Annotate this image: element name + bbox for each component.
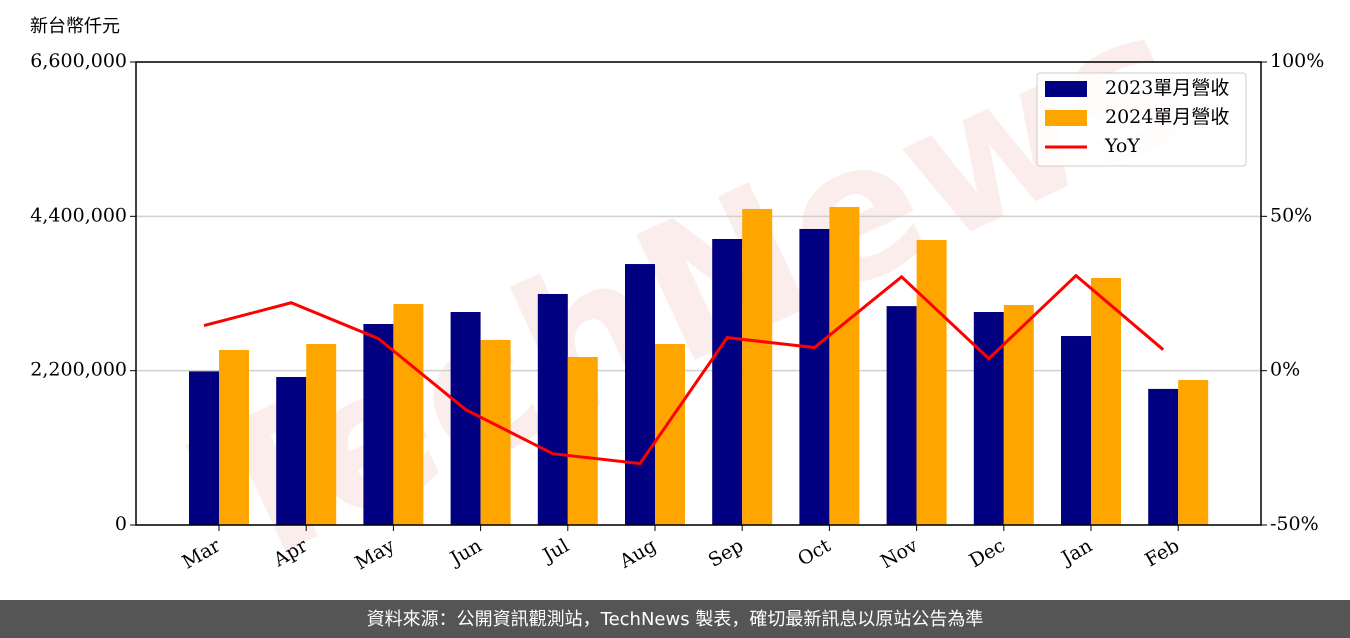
bar (712, 238, 743, 525)
legend-swatch (1045, 81, 1087, 97)
legend-box (1036, 72, 1247, 167)
bar (276, 376, 307, 525)
bar (625, 264, 655, 525)
bar (916, 239, 947, 525)
legend-label: 2024單月營收 (1105, 106, 1229, 128)
bar (450, 312, 481, 525)
footer: 資料來源：公開資訊觀測站，TechNews 製表，確切最新訊息以原站公告為準 (367, 609, 984, 630)
legend-label: YoY (1104, 135, 1140, 157)
bar (1003, 305, 1034, 525)
bar (1061, 336, 1091, 525)
x-tick-label: Sep (705, 535, 748, 572)
bar (973, 312, 1004, 525)
bar (393, 304, 424, 525)
y2-tick-label: 50% (1270, 204, 1312, 226)
x-tick-label: Feb (1141, 535, 1183, 572)
y2-tick-label: 100% (1270, 50, 1324, 72)
y-tick-label: 0 (115, 513, 127, 535)
bar (742, 208, 773, 526)
yoy-line (203, 273, 1165, 466)
y-axis-label: 新台幣仟元 (30, 16, 120, 37)
footer-band (0, 600, 1350, 638)
x-tick-label: Oct (794, 534, 835, 570)
legend-swatch (1045, 110, 1087, 126)
x-tick-label: Jan (1056, 535, 1096, 571)
bar (189, 371, 219, 525)
x-tick-label: Dec (966, 535, 1009, 573)
x-tick-label: Jul (538, 535, 573, 568)
y-tick-label: 6,600,000 (30, 50, 127, 72)
x-tick-label: Aug (615, 535, 660, 574)
y2-tick-label: -50% (1270, 513, 1319, 535)
bar (480, 340, 511, 525)
legend-label: 2023單月營收 (1105, 77, 1229, 99)
bar (363, 324, 394, 525)
bar (567, 356, 598, 525)
x-tick-label: Jun (445, 535, 486, 571)
x-tick-label: Mar (178, 534, 224, 573)
bar (799, 228, 830, 525)
x-tick-label: Nov (877, 534, 922, 573)
bar (886, 306, 917, 525)
plot-frame (135, 61, 1262, 526)
y2-tick-label: 0% (1270, 359, 1300, 381)
bar (1091, 277, 1121, 525)
bar (1178, 379, 1209, 525)
bar (219, 349, 249, 525)
y-tick-label: 4,400,000 (30, 204, 127, 226)
bar (306, 344, 337, 525)
bar (829, 207, 860, 526)
bar (537, 293, 568, 525)
y-tick-label: 2,200,000 (30, 359, 127, 381)
bar (1148, 388, 1179, 525)
